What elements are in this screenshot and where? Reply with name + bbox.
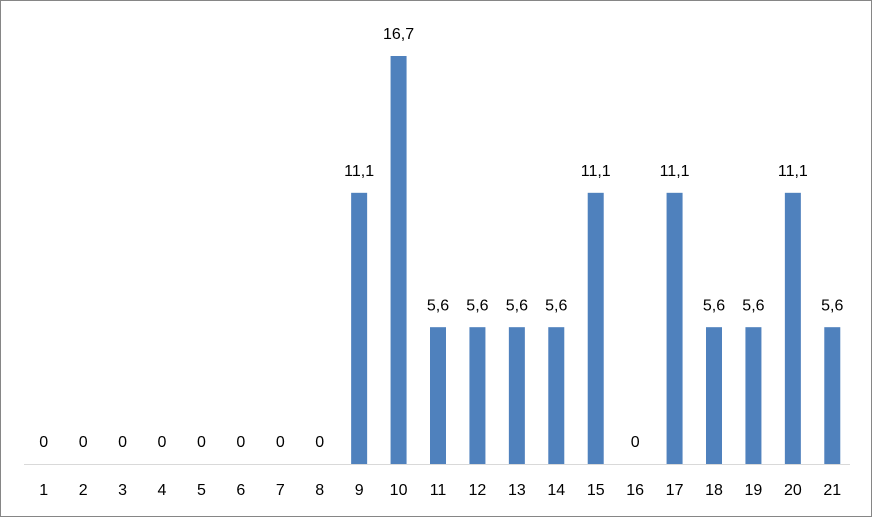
value-label: 5,6 <box>466 297 488 314</box>
x-tick-label: 4 <box>158 482 167 499</box>
x-tick-label: 12 <box>469 482 487 499</box>
x-tick-label: 8 <box>315 482 324 499</box>
value-label: 0 <box>79 434 88 451</box>
x-tick-label: 20 <box>784 482 802 499</box>
x-tick-label: 16 <box>626 482 644 499</box>
bar <box>508 327 525 464</box>
x-tick-label: 13 <box>508 482 526 499</box>
value-label: 11,1 <box>344 163 374 180</box>
value-label: 5,6 <box>506 297 528 314</box>
x-tick-label: 7 <box>276 482 285 499</box>
value-label: 0 <box>236 434 245 451</box>
x-tick-label: 5 <box>197 482 206 499</box>
value-label: 5,6 <box>703 297 725 314</box>
bar <box>824 327 841 464</box>
value-label: 0 <box>631 434 640 451</box>
x-tick-label: 2 <box>79 482 88 499</box>
x-tick-label: 11 <box>430 482 447 499</box>
value-label: 5,6 <box>742 297 764 314</box>
x-tick-label: 17 <box>666 482 684 499</box>
bar <box>430 327 446 464</box>
x-tick-label: 14 <box>547 482 565 499</box>
x-tick-label: 3 <box>118 482 127 499</box>
bar <box>390 56 407 464</box>
bar <box>469 327 486 464</box>
value-label: 11,1 <box>660 163 690 180</box>
value-label: 0 <box>158 434 167 451</box>
bar <box>784 192 801 464</box>
value-label: 5,6 <box>427 297 449 314</box>
bar <box>587 192 604 464</box>
x-tick-label: 19 <box>745 482 763 499</box>
value-label: 0 <box>197 434 206 451</box>
bar <box>745 327 762 464</box>
x-tick-label: 1 <box>39 482 48 499</box>
bar <box>548 327 565 464</box>
value-label: 11,1 <box>581 163 611 180</box>
x-tick-label: 21 <box>823 482 841 499</box>
bar <box>706 327 722 464</box>
x-tick-label: 18 <box>705 482 723 499</box>
value-label: 5,6 <box>821 297 843 314</box>
x-tick-label: 15 <box>587 482 605 499</box>
value-label: 11,1 <box>778 163 808 180</box>
value-label: 0 <box>276 434 285 451</box>
bar <box>666 192 683 464</box>
x-tick-label: 9 <box>355 482 364 499</box>
value-label: 16,7 <box>383 26 414 43</box>
value-label: 5,6 <box>545 297 567 314</box>
value-label: 0 <box>315 434 324 451</box>
x-tick-label: 6 <box>236 482 245 499</box>
value-label: 0 <box>39 434 48 451</box>
bar <box>351 192 368 464</box>
x-tick-label: 10 <box>390 482 408 499</box>
value-label: 0 <box>118 434 127 451</box>
